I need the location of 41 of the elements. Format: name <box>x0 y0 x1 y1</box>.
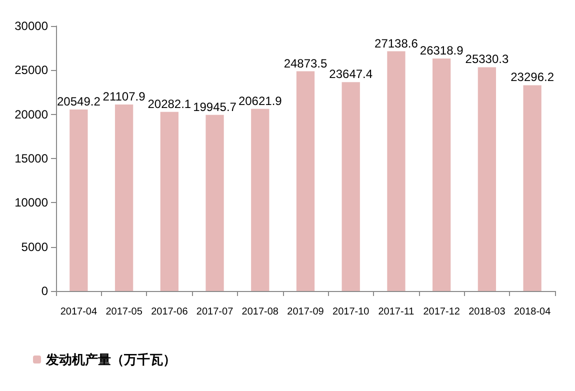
data-label: 23647.4 <box>329 67 373 82</box>
bar <box>114 104 134 291</box>
data-label: 27138.6 <box>374 36 418 50</box>
bar <box>206 114 224 291</box>
x-tick-label: 2017-07 <box>196 306 234 318</box>
data-label: 20282.1 <box>148 96 192 111</box>
x-tick-label: 2017-04 <box>60 306 98 318</box>
x-tick-label: 2017-09 <box>287 306 324 318</box>
x-tick-label: 2018-03 <box>468 306 506 318</box>
data-label: 25330.3 <box>465 52 509 66</box>
y-tick-label: 10000 <box>14 196 48 210</box>
data-label: 26318.9 <box>420 44 464 58</box>
y-tick-label: 30000 <box>14 19 48 33</box>
x-tick-label: 2017-11 <box>378 306 415 318</box>
data-label: 20549.2 <box>56 94 101 108</box>
legend-label: 发动机产量（万千瓦） <box>45 352 176 367</box>
data-label: 19945.7 <box>193 100 237 114</box>
y-tick-label: 25000 <box>14 63 48 78</box>
bar <box>251 108 270 291</box>
y-tick-label: 20000 <box>14 107 48 122</box>
bar <box>478 67 496 291</box>
bar <box>70 109 88 291</box>
bar <box>296 71 315 291</box>
x-tick-label: 2017-10 <box>332 306 370 318</box>
data-label: 20621.9 <box>238 94 282 108</box>
y-tick-label: 5000 <box>21 240 48 254</box>
bar <box>387 51 406 291</box>
x-tick-label: 2018-04 <box>514 306 552 318</box>
x-tick-label: 2017-05 <box>106 306 143 318</box>
y-tick-label: 0 <box>41 284 48 298</box>
bar <box>523 85 542 291</box>
bar <box>342 82 360 291</box>
bar <box>160 112 178 291</box>
y-tick-label: 15000 <box>14 152 48 166</box>
x-tick-label: 2017-12 <box>423 306 460 318</box>
data-label: 23296.2 <box>510 70 554 84</box>
data-label: 24873.5 <box>284 56 328 70</box>
x-tick-label: 2017-08 <box>242 306 279 318</box>
x-tick-label: 2017-06 <box>151 306 188 318</box>
bar <box>432 58 451 291</box>
data-label: 21107.9 <box>102 90 146 104</box>
